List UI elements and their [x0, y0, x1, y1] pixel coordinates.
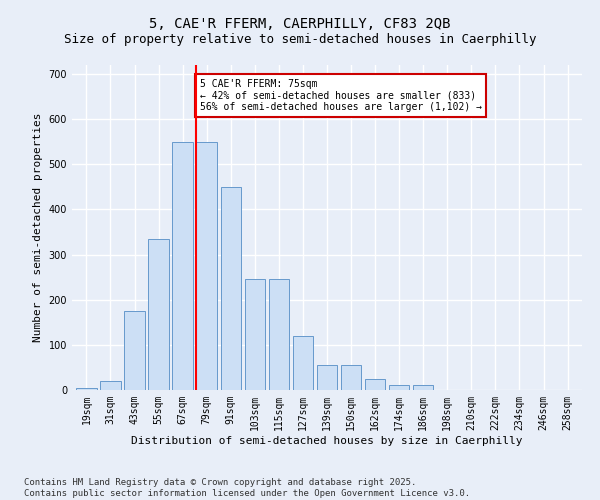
Bar	[269, 280, 289, 390]
Text: Size of property relative to semi-detached houses in Caerphilly: Size of property relative to semi-detach…	[64, 32, 536, 46]
Bar	[413, 384, 433, 390]
Bar	[245, 280, 265, 390]
Bar	[389, 384, 409, 390]
Bar	[365, 378, 385, 390]
Text: 5 CAE'R FFERM: 75sqm
← 42% of semi-detached houses are smaller (833)
56% of semi: 5 CAE'R FFERM: 75sqm ← 42% of semi-detac…	[199, 78, 482, 112]
Text: Contains HM Land Registry data © Crown copyright and database right 2025.
Contai: Contains HM Land Registry data © Crown c…	[24, 478, 470, 498]
Y-axis label: Number of semi-detached properties: Number of semi-detached properties	[33, 113, 43, 342]
Bar	[76, 388, 97, 390]
Bar	[293, 336, 313, 390]
Bar	[196, 142, 217, 390]
Text: 5, CAE'R FFERM, CAERPHILLY, CF83 2QB: 5, CAE'R FFERM, CAERPHILLY, CF83 2QB	[149, 18, 451, 32]
Bar	[341, 365, 361, 390]
Bar	[124, 311, 145, 390]
Bar	[221, 187, 241, 390]
Bar	[317, 365, 337, 390]
X-axis label: Distribution of semi-detached houses by size in Caerphilly: Distribution of semi-detached houses by …	[131, 436, 523, 446]
Bar	[148, 239, 169, 390]
Bar	[172, 142, 193, 390]
Bar	[100, 381, 121, 390]
